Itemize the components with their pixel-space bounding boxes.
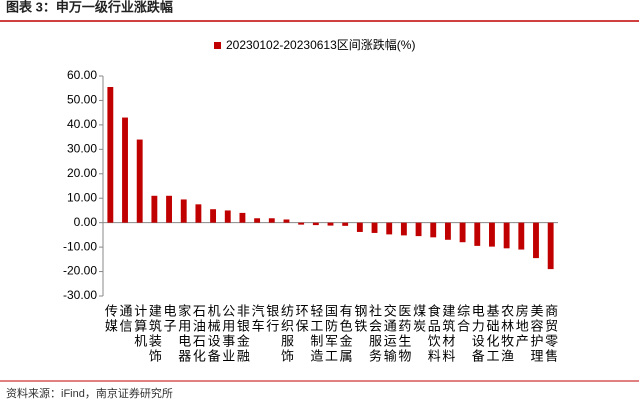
x-tick-label: 社会服务 — [367, 303, 382, 364]
bar — [298, 222, 305, 225]
bar — [342, 222, 349, 226]
x-tick-label: 机械设备 — [206, 304, 221, 364]
y-tick-label: -20.00 — [63, 264, 97, 278]
x-tick-label: 国防军工 — [323, 304, 338, 364]
bar — [371, 222, 378, 233]
x-tick-label: 轻工制造 — [308, 304, 323, 364]
bar — [239, 212, 246, 223]
bar — [210, 209, 217, 223]
legend-swatch — [214, 42, 221, 49]
bar — [489, 222, 495, 247]
x-tick-label: 商贸零售 — [543, 304, 558, 364]
x-tick-label: 交通运输 — [382, 303, 397, 364]
bar — [518, 222, 525, 250]
bar — [151, 195, 158, 223]
x-tick-label: 有色金属 — [338, 304, 353, 364]
x-tick-label: 传媒 — [103, 304, 118, 334]
bar — [533, 222, 539, 259]
bar — [283, 219, 290, 223]
bar — [312, 222, 319, 226]
bar — [107, 87, 114, 223]
x-tick-label: 建筑材料 — [440, 304, 455, 364]
x-tick-label: 综合 — [455, 304, 470, 334]
y-tick-label: -30.00 — [63, 288, 97, 302]
bar — [459, 222, 466, 243]
y-tick-label: 10.00 — [67, 190, 97, 204]
bar — [503, 222, 510, 249]
bar — [356, 222, 363, 232]
chart-title: 图表 3：申万一级行业涨跌幅 — [6, 0, 173, 14]
x-tick-label: 纺织服饰 — [279, 304, 294, 364]
x-tick-label: 家用电器 — [176, 303, 191, 364]
x-tick-label: 计算机 — [132, 304, 147, 349]
bar — [327, 222, 334, 226]
x-tick-label: 石油石化 — [191, 304, 206, 364]
bar — [136, 139, 143, 223]
bar — [474, 222, 481, 246]
y-tick-label: 30.00 — [67, 142, 97, 156]
x-tick-label: 建筑装饰 — [147, 304, 162, 364]
x-tick-label: 房地产 — [514, 303, 529, 349]
x-tick-label: 银行 — [264, 304, 279, 334]
x-tick-label: 电力设备 — [470, 304, 485, 364]
x-tick-label: 环保 — [294, 304, 309, 334]
y-tick-label: 60.00 — [67, 68, 97, 82]
bar — [122, 117, 128, 223]
bar — [547, 222, 554, 270]
y-tick-label: 20.00 — [67, 166, 97, 180]
bar — [254, 218, 261, 223]
y-tick-label: 0.00 — [74, 215, 98, 229]
x-tick-label: 农林牧渔 — [499, 304, 514, 364]
x-tick-label: 汽车 — [250, 304, 265, 334]
source: 资料来源：iFind，南京证券研究所 — [6, 386, 173, 400]
bar — [430, 222, 437, 238]
bar — [195, 204, 202, 223]
bar — [415, 222, 422, 237]
x-tick-label: 电子 — [162, 304, 177, 334]
bar — [444, 222, 451, 240]
legend-label: 20230102-20230613区间涨跌幅(%) — [226, 37, 415, 52]
y-tick-label: 50.00 — [67, 93, 97, 107]
y-tick-label: 40.00 — [67, 117, 97, 131]
x-tick-label: 医药生物 — [396, 304, 411, 364]
bar — [166, 195, 172, 223]
x-tick-label: 公用事业 — [220, 304, 235, 364]
bar — [386, 222, 393, 235]
x-tick-label: 美容护理 — [528, 304, 543, 364]
bar — [268, 218, 275, 223]
x-tick-label: 非银金融 — [235, 304, 250, 364]
x-tick-label: 煤炭 — [411, 304, 426, 334]
bar — [180, 199, 187, 223]
x-tick-label: 食品饮料 — [426, 303, 441, 364]
x-tick-label: 基础化工 — [484, 304, 499, 364]
bar — [400, 222, 407, 236]
x-tick-label: 钢铁 — [352, 304, 367, 334]
bar — [224, 210, 231, 223]
y-tick-label: -10.00 — [63, 239, 97, 253]
x-tick-label: 通信 — [118, 304, 133, 334]
